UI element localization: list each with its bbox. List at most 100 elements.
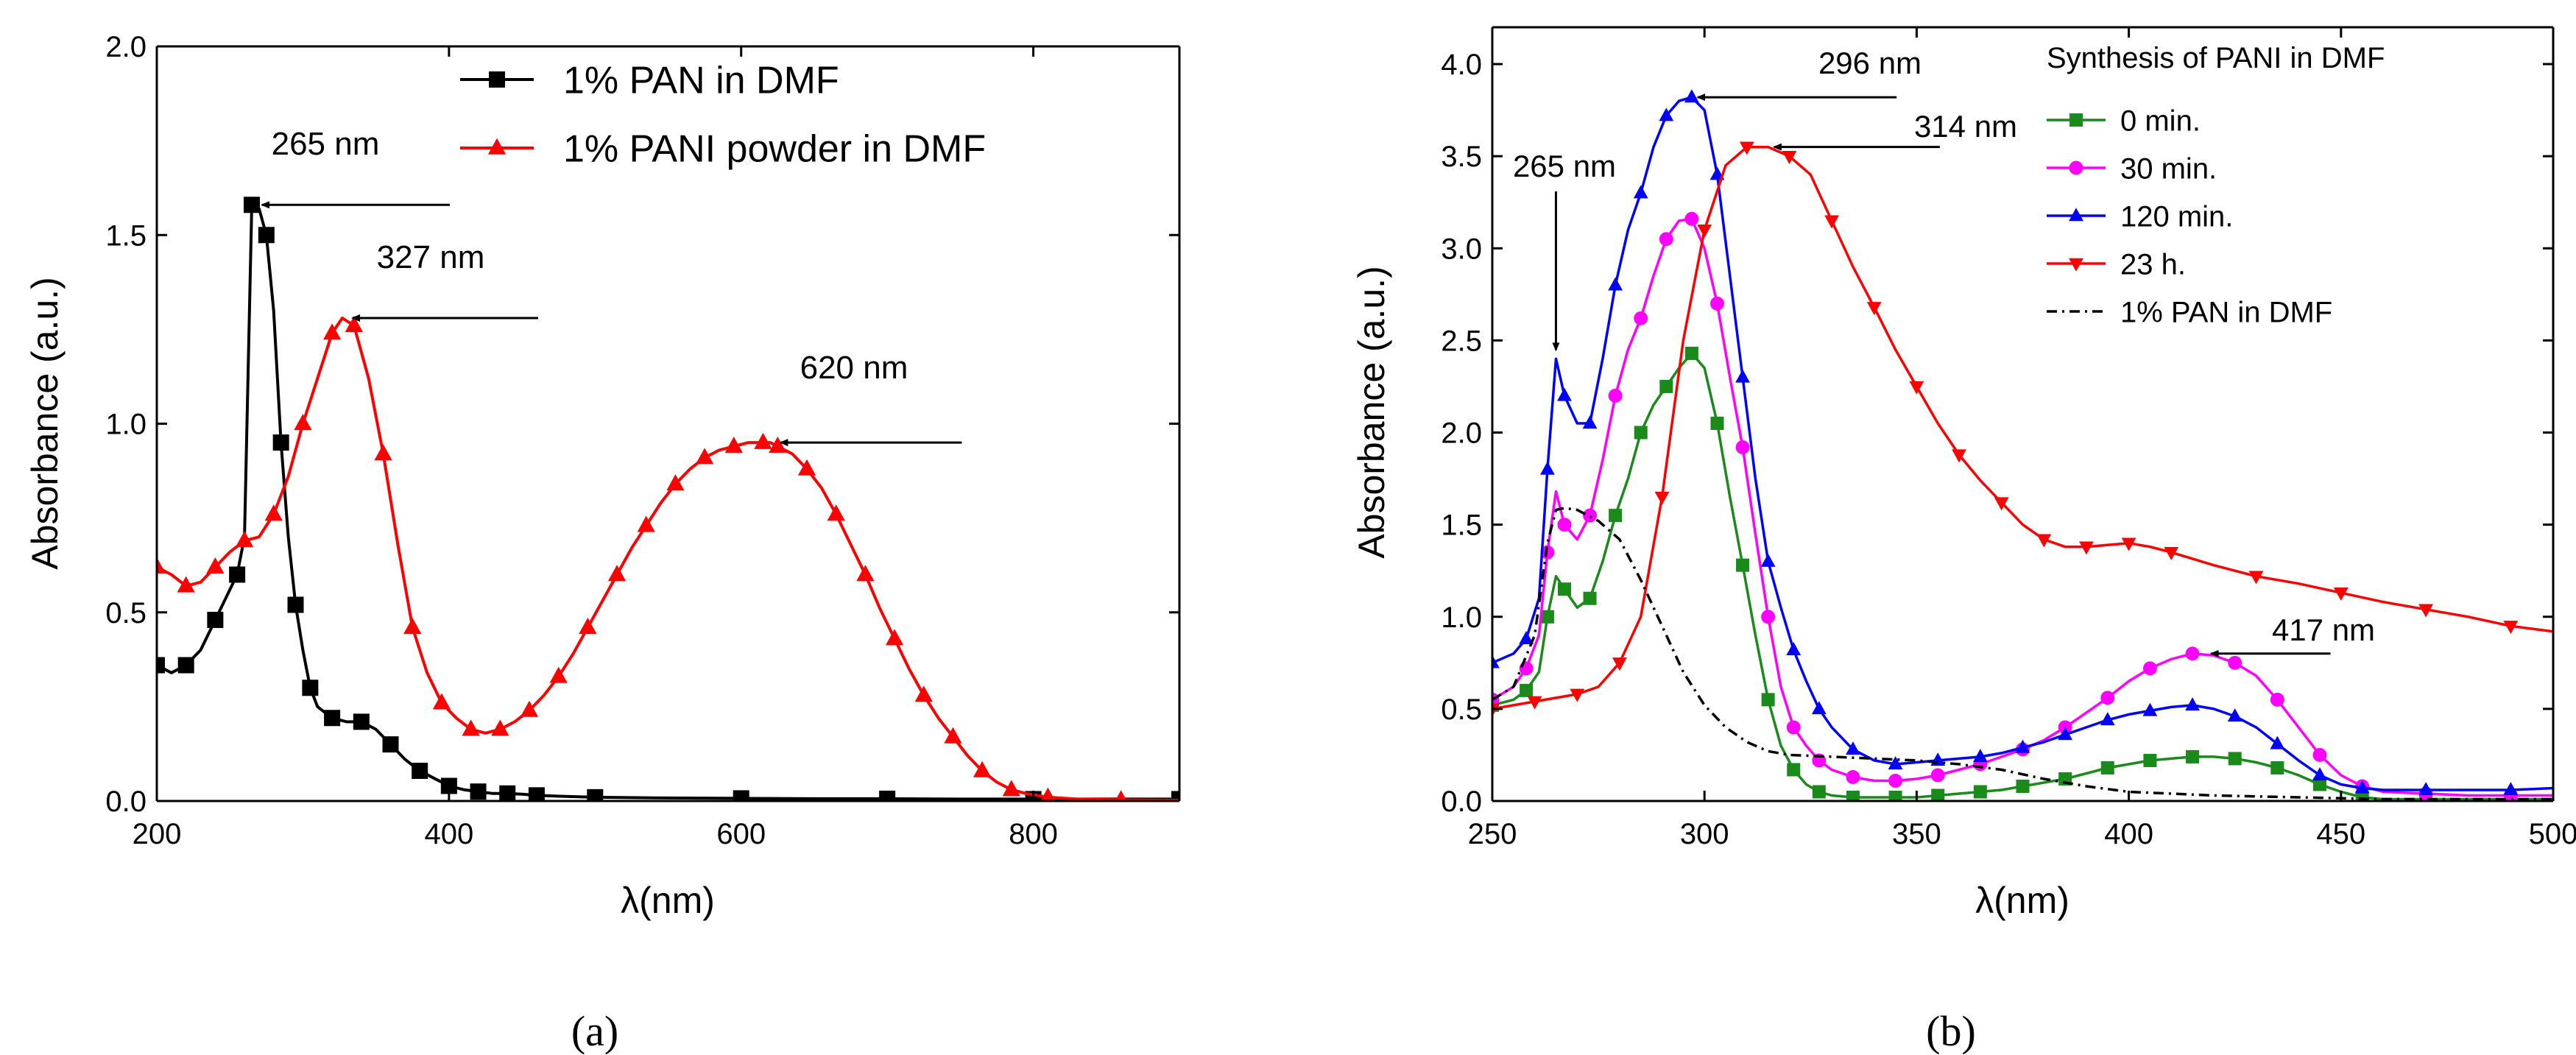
series-line [157,205,1179,799]
series-1-pan-in-dmf [149,197,1188,807]
chart-b-xtick-label: 450 [2316,818,2365,850]
data-point [462,719,480,735]
data-point [1684,212,1698,226]
data-point [273,434,289,451]
chart-a-xtick-label: 800 [1009,818,1058,850]
data-point [2418,782,2433,795]
data-point [2312,767,2327,780]
chart-a-xlabel: λ(nm) [621,880,715,921]
data-point [470,783,487,800]
data-point [2016,780,2030,793]
chart-a-ytick-label: 0.5 [105,597,147,629]
data-point [229,567,245,583]
data-point [302,680,318,696]
data-point [403,618,421,634]
data-point [1608,278,1623,291]
series-120-min- [1485,89,2553,795]
data-point [2270,693,2284,707]
series-30-min- [1486,212,2553,802]
annotation-label: 417 nm [2272,613,2375,647]
data-point [608,565,626,581]
legend-marker [2069,113,2083,127]
legend-item: 23 h. [2047,248,2186,280]
annotation: 327 nm [353,239,538,318]
series-line [1492,219,2553,795]
data-point [1684,89,1699,102]
data-point [1584,592,1597,605]
data-point [207,612,223,628]
series-line [157,318,1179,800]
annotation-label: 265 nm [1513,149,1616,183]
data-point [244,197,260,213]
legend-label: 1% PANI powder in DMF [563,128,986,171]
data-point [1520,684,1533,697]
figure: 200 400 600 8000.00.51.01.52.0 λ(nm) Absorb… [0,0,2576,1055]
data-point [754,433,772,449]
chart-b-xtick-label: 300 [1680,818,1729,850]
chart-b-legend: Synthesis of PANI in DMF 0 min. 30 min. 120… [2047,42,2385,328]
chart-a-xtick-label: 200 [133,818,182,850]
data-point [1710,297,1724,311]
data-point [2270,736,2284,749]
data-point [1685,347,1698,360]
chart-a-ytick-label: 1.0 [105,409,147,441]
data-point [2229,752,2242,765]
data-point [587,789,603,805]
chart-b-ytick-label: 2.0 [1441,417,1482,450]
chart-b-ytick-label: 0.5 [1441,694,1482,726]
data-point [1583,415,1598,428]
chart-b-ylabel: Absorbance (a.u.) [1351,266,1392,558]
data-point [324,710,340,726]
data-point [856,565,874,581]
data-point [1931,769,1945,783]
data-point [1761,610,1775,624]
legend-label: 0 min. [2120,105,2201,137]
legend-marker [2069,161,2083,175]
data-point [2079,541,2094,554]
chart-b-ytick-label: 3.0 [1441,233,1482,265]
chart-b-ytick-label: 3.5 [1441,141,1482,173]
annotation: 314 nm [1774,109,2017,147]
data-point [2143,661,2157,675]
legend-label: 120 min. [2120,200,2233,233]
chart-a-ytick-label: 2.0 [105,31,147,63]
data-point [1634,185,1648,198]
data-point [2185,697,2200,710]
series-0-min- [1486,347,2553,806]
chart-panel-a: 200 400 600 8000.00.51.01.52.0 λ(nm) Absorb… [24,31,1188,1055]
legend-marker [488,138,506,155]
data-point [2270,761,2284,775]
data-point [288,597,304,613]
data-point [1540,462,1555,475]
chart-b-xtick-label: 250 [1468,818,1517,850]
chart-b-ytick-label: 0.0 [1441,786,1482,818]
series-line [1492,97,2553,790]
legend-item: 30 min. [2047,152,2217,185]
data-point [1812,701,1827,714]
data-point [1558,518,1572,532]
legend-label: 30 min. [2120,152,2217,185]
annotation-label: 314 nm [1914,109,2017,144]
data-point [1888,774,1902,788]
data-point [1761,554,1776,567]
legend-title: Synthesis of PANI in DMF [2047,42,2385,74]
data-point [1557,388,1572,401]
data-point [2143,754,2156,767]
series-line [1492,353,2553,800]
chart-b-ytick-label: 4.0 [1441,49,1482,81]
series-line [1492,147,2553,709]
legend-label: 1% PAN in DMF [563,60,839,102]
data-point [412,763,428,779]
legend-label: 23 h. [2120,248,2186,280]
data-point [265,504,283,521]
chart-panel-b: 250 300 350 400 450 5000.00.51.01.52.02.53.03… [1351,27,2576,1055]
legend-marker [2069,258,2083,272]
data-point [1609,509,1622,522]
chart-b-ytick-label: 1.0 [1441,601,1482,634]
chart-b-xlabel: λ(nm) [1975,880,2069,921]
data-point [1736,440,1750,454]
data-point [1520,661,1534,675]
data-point [579,618,596,634]
data-point [828,504,845,521]
data-point [2228,656,2242,670]
